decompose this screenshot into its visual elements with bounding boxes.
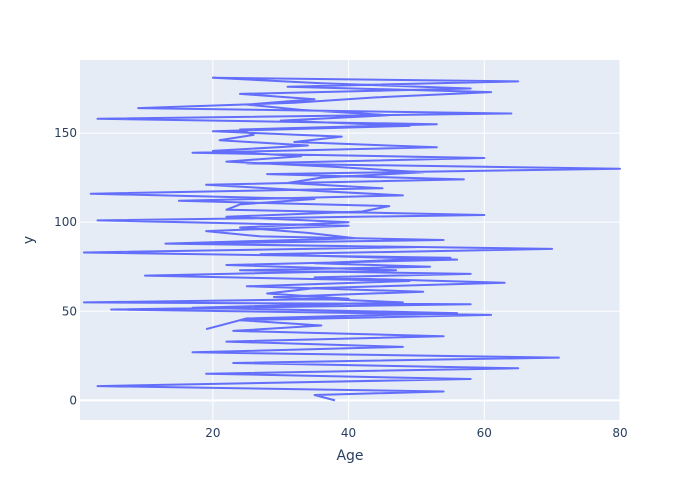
x-tick-label: 60	[477, 426, 492, 440]
y-axis-title: y	[21, 236, 37, 244]
y-tick-label: 0	[69, 393, 77, 407]
y-tick-label: 50	[62, 304, 77, 318]
y-tick-label: 150	[54, 126, 77, 140]
y-axis-ticks: 0 50 100 150	[54, 126, 77, 407]
y-tick-label: 100	[54, 215, 77, 229]
x-tick-label: 20	[205, 426, 220, 440]
x-axis-ticks: 20 40 60 80	[205, 426, 627, 440]
series-line	[82, 76, 621, 402]
x-tick-label: 40	[341, 426, 356, 440]
x-tick-label: 80	[612, 426, 627, 440]
x-axis-title: Age	[336, 448, 363, 464]
series-layer	[82, 76, 621, 402]
